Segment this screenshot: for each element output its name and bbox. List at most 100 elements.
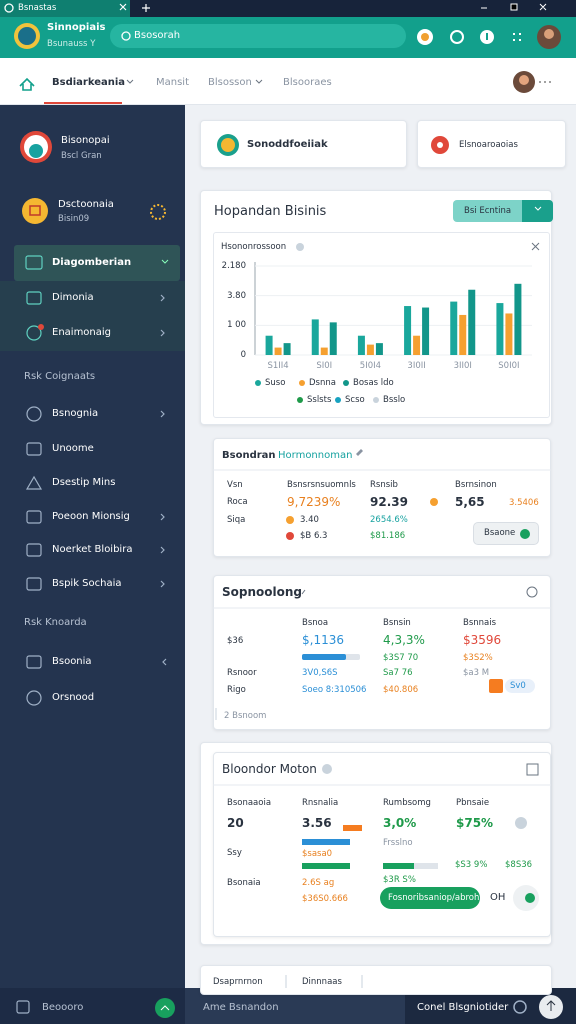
table-cell: Sa7 76 — [383, 667, 413, 678]
column-header: Bsnsrsnsuomnls — [287, 479, 356, 490]
spending-card — [213, 575, 551, 730]
button-label[interactable]: OH — [490, 892, 506, 903]
bar — [311, 319, 319, 355]
table-cell: $3R S% — [383, 874, 416, 885]
column-header: Rnsnalia — [302, 797, 339, 808]
nav-item[interactable]: Blsosson — [208, 77, 252, 88]
legend-swatch — [297, 397, 303, 403]
table-cell: Frsslno — [383, 837, 413, 848]
column-header: Bsnsin — [383, 617, 411, 628]
menu-item[interactable]: Diagomberian — [52, 257, 132, 268]
tab-title[interactable]: Bsnastas — [18, 2, 57, 13]
y-tick-label: 0 — [240, 349, 246, 360]
chart-title: Hsononrossoon — [221, 241, 287, 252]
bar — [422, 307, 430, 355]
button-label[interactable]: Bsaone — [484, 527, 516, 538]
footer-text: Ame Bsnandon — [203, 1002, 279, 1013]
card-title[interactable]: Elsnoaroaoias — [459, 139, 518, 150]
tab[interactable] — [0, 0, 130, 17]
y-tick-label: 3.80 — [227, 290, 246, 301]
button-arrow[interactable] — [522, 200, 553, 222]
nav-item[interactable]: Bsdiarkeania — [52, 77, 126, 88]
column-header: Vsn — [227, 479, 243, 490]
footer-text: Conel Blsgniotider — [417, 1002, 509, 1013]
card-title: Sopnoolong — [222, 584, 302, 599]
bar — [366, 344, 374, 355]
bar — [375, 343, 383, 355]
table-cell: 2654.6% — [370, 514, 408, 525]
card-title[interactable]: Sonoddfoeiiak — [247, 139, 328, 150]
button-label[interactable]: Fosnoribsaniop/abroh — [388, 892, 480, 903]
table-cell: 4,3,3% — [383, 632, 425, 647]
x-tick-label: S1II4 — [267, 360, 289, 371]
menu-item[interactable]: Dsestip Mins — [52, 477, 116, 488]
menu-item[interactable]: Dimonia — [52, 292, 94, 303]
column-header: Bsnnais — [463, 617, 497, 628]
account-name: Dsctoonaia — [58, 199, 114, 210]
column-header: Rsnsib — [370, 479, 398, 490]
x-tick-label: SI0I — [316, 360, 333, 371]
table-cell: 9,7239% — [287, 494, 341, 509]
table-cell: 3.5406 — [509, 497, 539, 508]
y-tick-label: 2.180 — [221, 260, 246, 271]
table-cell: $S3 9% — [455, 859, 488, 870]
button-label[interactable]: Bsi Ecntina — [464, 205, 512, 216]
section-title: Rsk Coignaats — [24, 371, 96, 382]
legend-swatch — [335, 397, 341, 403]
menu-item[interactable]: Bspik Sochaia — [52, 578, 122, 589]
table-cell: Rigo — [227, 684, 246, 695]
sidebar-footer[interactable]: Beoooro — [42, 1002, 84, 1013]
search-box[interactable] — [110, 24, 406, 48]
table-cell: 92.39 — [370, 494, 408, 509]
section-title: Rsk Knoarda — [24, 617, 87, 628]
legend-label: Suso — [265, 377, 286, 388]
profile-role: Bscl Gran — [61, 150, 102, 161]
bar — [265, 335, 273, 355]
card-title: Bloondor Moton — [222, 761, 317, 776]
table-cell: $3596 — [463, 632, 502, 647]
summary-button[interactable] — [473, 522, 539, 545]
x-tick-label: S0I0I — [498, 360, 520, 371]
bar — [514, 283, 522, 355]
table-cell: $40.806 — [383, 684, 419, 695]
column-header: Pbnsaie — [456, 797, 490, 808]
bar — [496, 303, 504, 355]
legend-swatch — [255, 380, 261, 386]
bar — [283, 343, 291, 355]
menu-item[interactable]: Bsoonia — [52, 656, 92, 667]
table-cell: 20 — [227, 815, 244, 830]
table-cell: $3S7 70 — [383, 652, 419, 663]
menu-item[interactable]: Unoome — [52, 443, 94, 454]
legend-swatch — [373, 397, 379, 403]
sidebar-footer — [0, 988, 185, 1024]
account-id: Bisin09 — [58, 213, 90, 224]
card-subtitle: Hormonnoman — [278, 450, 353, 461]
card-footer: 2 Bsnoom — [224, 710, 267, 721]
y-tick-label: 1 00 — [227, 320, 246, 331]
table-cell: $75% — [456, 815, 494, 830]
menu-item[interactable]: Enaimonaig — [52, 327, 112, 338]
table-cell: Siqa — [227, 514, 246, 525]
table-cell: Roca — [227, 496, 248, 507]
table-cell: Ssy — [227, 847, 242, 858]
menu-item[interactable]: Orsnood — [52, 692, 95, 703]
bar — [413, 335, 421, 355]
table-cell: $a3 M — [463, 667, 490, 678]
menu-item[interactable]: Bsnognia — [52, 408, 99, 419]
table-cell: 3.40 — [300, 514, 319, 525]
search-text[interactable]: Bsosorah — [134, 30, 181, 41]
nav-bar — [0, 58, 576, 105]
column-header: Bsrnsinon — [455, 479, 497, 490]
nav-item[interactable]: Blsooraes — [283, 77, 332, 88]
table-cell: $3S2% — [463, 652, 493, 663]
menu-item[interactable]: Poeoon Mionsig — [52, 511, 130, 522]
column-header: Dsaprnrnon — [213, 976, 263, 987]
nav-item[interactable]: Mansit — [156, 77, 190, 88]
table-cell: 3,0% — [383, 815, 417, 830]
motion-card — [213, 752, 551, 937]
table-cell: 5,65 — [455, 494, 485, 509]
column-header: Rumbsomg — [383, 797, 431, 808]
menu-item[interactable]: Noerket Bloibira — [52, 544, 133, 555]
motion-button[interactable] — [380, 887, 480, 909]
